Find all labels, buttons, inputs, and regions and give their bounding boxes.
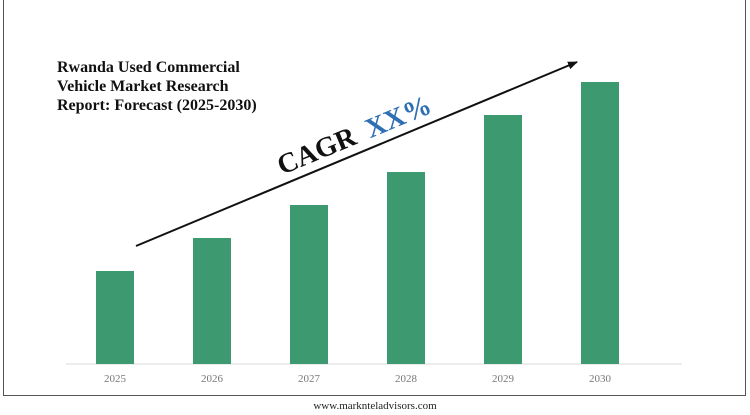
x-tick-2026: 2026 <box>201 373 224 385</box>
x-tick-2027: 2027 <box>298 373 321 385</box>
x-tick-2029: 2029 <box>492 373 515 385</box>
x-tick-2030: 2030 <box>589 373 612 385</box>
x-tick-labels: 2025 2026 2027 2028 2029 2030 <box>104 373 612 385</box>
cagr-prefix: CAGR <box>273 121 362 182</box>
bar-2025 <box>96 271 134 364</box>
chart-frame <box>3 0 746 396</box>
bar-2026 <box>193 238 231 364</box>
x-tick-2028: 2028 <box>395 373 418 385</box>
title-line-2: Vehicle Market Research <box>57 78 229 95</box>
chart-title: Rwanda Used Commercial Vehicle Market Re… <box>57 58 317 115</box>
x-tick-2025: 2025 <box>104 373 127 385</box>
bar-2030 <box>581 82 619 364</box>
cagr-label: CAGR XX% <box>273 90 436 182</box>
bar-2027 <box>290 205 328 364</box>
bar-2028 <box>387 172 425 364</box>
bar-2029 <box>484 115 522 364</box>
trend-arrow <box>135 61 578 247</box>
bars-group <box>96 82 619 364</box>
title-line-1: Rwanda Used Commercial <box>57 59 240 76</box>
title-line-3: Report: Forecast (2025-2030) <box>57 97 257 114</box>
footer-website: www.marknteladvisors.com <box>313 400 437 412</box>
